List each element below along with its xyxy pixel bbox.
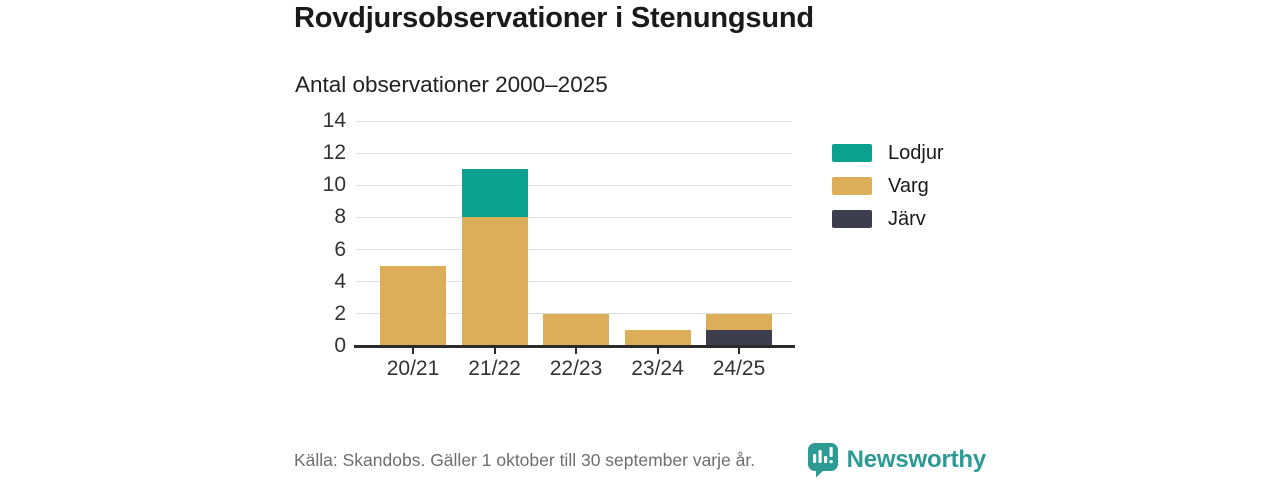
bar-segment-varg-20-21	[380, 265, 446, 346]
bar-segment-järv-24-25	[706, 329, 772, 346]
x-tick-label: 23/24	[631, 357, 684, 380]
content-column: Rovdjursobservationer i Stenungsund Anta…	[294, 0, 986, 480]
source-note: Källa: Skandobs. Gäller 1 oktober till 3…	[294, 449, 756, 470]
gridline	[356, 152, 792, 154]
bar-segment-varg-23-24	[624, 329, 691, 346]
x-tick	[656, 348, 659, 354]
x-tick	[493, 348, 496, 354]
chart-legend: Lodjur Varg Järv	[832, 143, 944, 229]
y-tick-label: 10	[322, 173, 346, 197]
page-title: Rovdjursobservationer i Stenungsund	[294, 2, 814, 34]
x-tick-label: 21/22	[468, 357, 521, 380]
x-axis-line	[354, 345, 795, 348]
gridline	[356, 184, 792, 186]
brand-name: Newsworthy	[846, 446, 987, 473]
legend-label: Varg	[888, 175, 929, 197]
x-tick-label: 24/25	[712, 357, 766, 380]
chart-footer: Källa: Skandobs. Gäller 1 oktober till 3…	[294, 440, 986, 480]
speech-bubble-bar-chart-icon	[807, 443, 838, 478]
y-tick-label: 14	[322, 109, 346, 132]
legend-label: Järv	[888, 208, 926, 230]
stacked-bar-chart: 0 2 4 6 8 10 12 14 Lodjur Varg Järv 20/21 21/22 22/…	[294, 110, 986, 401]
plot-area	[354, 120, 795, 354]
bar-segment-lodjur-21-22	[461, 169, 528, 218]
gridline	[356, 120, 792, 122]
legend-swatch-varg	[832, 177, 872, 195]
chart-subtitle: Antal observationer 2000–2025	[295, 72, 608, 97]
gridline	[356, 313, 792, 315]
gridline	[356, 216, 792, 218]
gridline	[356, 249, 792, 251]
legend-item-järv: Järv	[832, 209, 944, 229]
y-tick-label: 8	[334, 205, 346, 229]
bar-segment-varg-24-25	[706, 313, 772, 330]
x-tick	[412, 348, 414, 354]
legend-item-lodjur: Lodjur	[832, 143, 944, 163]
y-tick-label: 0	[334, 334, 346, 357]
bar-segment-varg-21-22	[461, 217, 528, 346]
legend-label: Lodjur	[888, 142, 944, 164]
x-tick-label: 20/21	[386, 357, 440, 380]
legend-item-varg: Varg	[832, 176, 944, 196]
y-tick-label: 2	[334, 301, 346, 325]
x-tick	[575, 348, 577, 354]
legend-swatch-lodjur	[832, 144, 872, 162]
y-tick-label: 4	[334, 269, 346, 293]
newsworthy-brand: Newsworthy	[807, 442, 986, 478]
y-tick-label: 6	[334, 237, 346, 261]
gridline	[356, 281, 792, 283]
legend-swatch-järv	[832, 210, 872, 228]
bar-segment-varg-22-23	[543, 313, 609, 346]
y-tick-label: 12	[322, 141, 346, 165]
x-tick	[738, 348, 740, 354]
x-tick-label: 22/23	[549, 357, 603, 380]
